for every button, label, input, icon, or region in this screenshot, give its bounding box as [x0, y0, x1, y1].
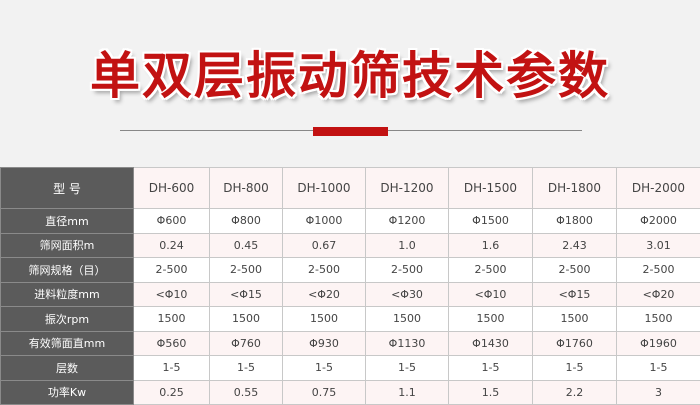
table-cell: 1.5: [448, 379, 533, 405]
table-cell: 1-5: [532, 355, 617, 381]
model-header: DH-800: [209, 167, 283, 209]
table-cell: 1-5: [209, 355, 283, 381]
table-cell: 0.24: [133, 232, 210, 258]
table-cell: 1500: [365, 306, 449, 332]
row-label: 进料粒度mm: [0, 281, 134, 307]
table-cell: Φ1430: [448, 330, 533, 356]
table-cell: 2-500: [532, 257, 617, 283]
table-cell: <Φ10: [448, 281, 533, 307]
table-cell: <Φ20: [616, 281, 700, 307]
table-cell: Φ560: [133, 330, 210, 356]
table-cell: Φ1130: [365, 330, 449, 356]
table-row: 振次rpm 1500 1500 1500 1500 1500 1500 1500: [0, 306, 700, 332]
table-cell: 1-5: [365, 355, 449, 381]
table-row: 进料粒度mm <Φ10 <Φ15 <Φ20 <Φ30 <Φ10 <Φ15 <Φ20: [0, 281, 700, 307]
table-cell: 1500: [209, 306, 283, 332]
model-header: DH-1200: [365, 167, 449, 209]
table-cell: 2-500: [209, 257, 283, 283]
table-cell: 0.25: [133, 379, 210, 405]
table-cell: 1.1: [365, 379, 449, 405]
row-label: 功率Kw: [0, 379, 134, 405]
table-cell: Φ1200: [365, 208, 449, 234]
table-cell: 1-5: [133, 355, 210, 381]
table-row: 层数 1-5 1-5 1-5 1-5 1-5 1-5 1-5: [0, 355, 700, 381]
table-cell: Φ1760: [532, 330, 617, 356]
table-row: 功率Kw 0.25 0.55 0.75 1.1 1.5 2.2 3: [0, 379, 700, 405]
row-label: 筛网规格（目）: [0, 257, 134, 283]
table-cell: 1-5: [616, 355, 700, 381]
row-label: 筛网面积m: [0, 232, 134, 258]
table-cell: 2-500: [448, 257, 533, 283]
table-cell: 1500: [616, 306, 700, 332]
table-cell: <Φ10: [133, 281, 210, 307]
table-row: 筛网规格（目） 2-500 2-500 2-500 2-500 2-500 2-500 2-5…: [0, 257, 700, 283]
table-cell: <Φ20: [282, 281, 366, 307]
header-label: 型 号: [0, 167, 134, 209]
table-cell: 2.43: [532, 232, 617, 258]
model-header: DH-1500: [448, 167, 533, 209]
table-cell: <Φ15: [209, 281, 283, 307]
model-header: DH-1800: [532, 167, 617, 209]
spec-table: 型 号 DH-600 DH-800 DH-1000 DH-1200 DH-1500 DH-1…: [0, 167, 700, 405]
table-cell: Φ930: [282, 330, 366, 356]
table-cell: <Φ30: [365, 281, 449, 307]
table-cell: 2-500: [133, 257, 210, 283]
table-cell: Φ1500: [448, 208, 533, 234]
table-cell: 3: [616, 379, 700, 405]
table-cell: 1-5: [448, 355, 533, 381]
table-cell: 1500: [282, 306, 366, 332]
table-cell: 1.0: [365, 232, 449, 258]
table-cell: Φ1800: [532, 208, 617, 234]
table-header-row: 型 号 DH-600 DH-800 DH-1000 DH-1200 DH-1500 DH-1…: [0, 167, 700, 209]
table-cell: 1500: [448, 306, 533, 332]
table-cell: Φ1960: [616, 330, 700, 356]
table-cell: 1-5: [282, 355, 366, 381]
table-cell: Φ600: [133, 208, 210, 234]
model-header: DH-600: [133, 167, 210, 209]
row-label: 有效筛面直mm: [0, 330, 134, 356]
divider-accent-bar: [313, 127, 388, 136]
table-cell: 1.6: [448, 232, 533, 258]
row-label: 直径mm: [0, 208, 134, 234]
row-label: 层数: [0, 355, 134, 381]
table-row: 直径mm Φ600 Φ800 Φ1000 Φ1200 Φ1500 Φ1800 Φ2000: [0, 208, 700, 234]
model-header: DH-1000: [282, 167, 366, 209]
table-cell: 0.67: [282, 232, 366, 258]
table-cell: Φ1000: [282, 208, 366, 234]
table-cell: Φ2000: [616, 208, 700, 234]
table-cell: 0.55: [209, 379, 283, 405]
table-cell: <Φ15: [532, 281, 617, 307]
table-cell: 2-500: [365, 257, 449, 283]
table-row: 有效筛面直mm Φ560 Φ760 Φ930 Φ1130 Φ1430 Φ1760 Φ1960: [0, 330, 700, 356]
table-cell: Φ800: [209, 208, 283, 234]
table-cell: 2-500: [282, 257, 366, 283]
table-cell: 1500: [133, 306, 210, 332]
table-cell: 0.45: [209, 232, 283, 258]
table-cell: 1500: [532, 306, 617, 332]
table-cell: 3.01: [616, 232, 700, 258]
table-cell: 2.2: [532, 379, 617, 405]
model-header: DH-2000: [616, 167, 700, 209]
table-row: 筛网面积m 0.24 0.45 0.67 1.0 1.6 2.43 3.01: [0, 232, 700, 258]
table-cell: 2-500: [616, 257, 700, 283]
table-cell: Φ760: [209, 330, 283, 356]
row-label: 振次rpm: [0, 306, 134, 332]
page-title: 单双层振动筛技术参数: [90, 47, 610, 105]
table-cell: 0.75: [282, 379, 366, 405]
